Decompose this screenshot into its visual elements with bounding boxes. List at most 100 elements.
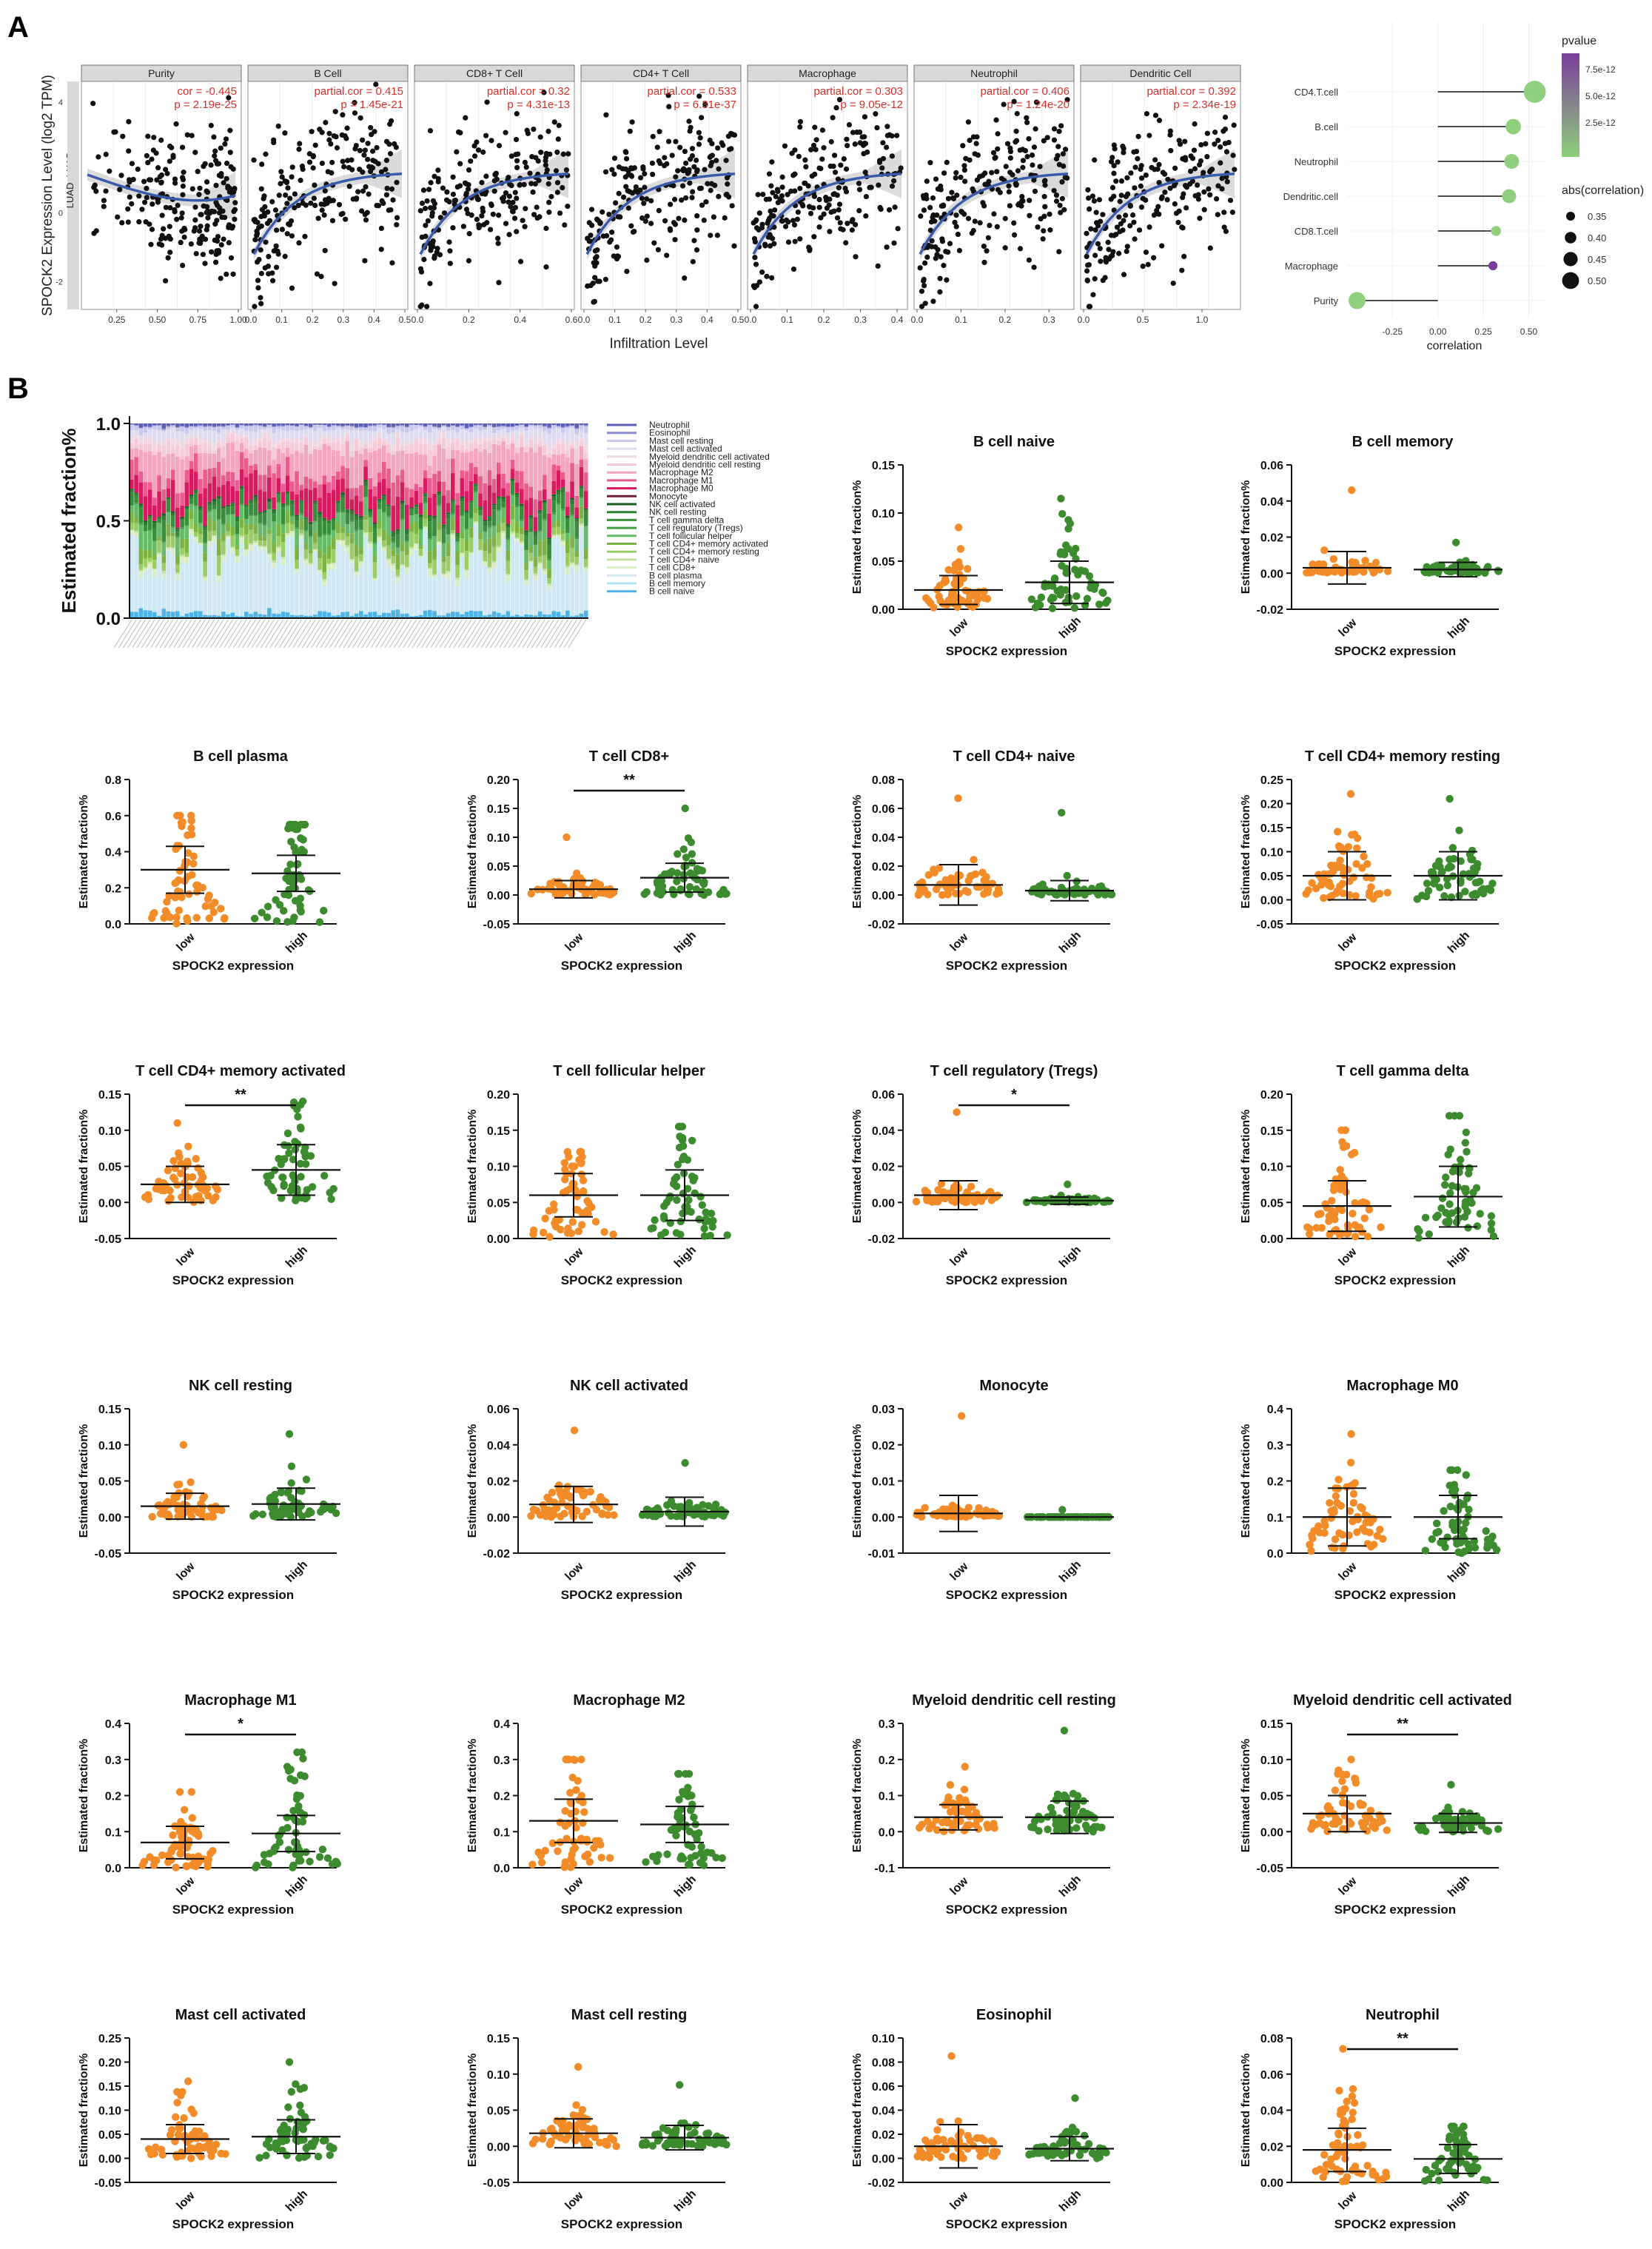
timer-point (836, 207, 842, 213)
dot-y-tick: 0.15 (487, 803, 510, 816)
stacked-bar-segment (432, 519, 437, 537)
stacked-bar-segment (134, 531, 138, 533)
timer-point (494, 235, 501, 241)
stacked-bar-segment (147, 518, 152, 530)
stacked-bar-segment (363, 480, 368, 482)
stacked-bar-segment (395, 426, 400, 429)
stacked-bar-segment (253, 543, 258, 546)
stacked-bar-segment (491, 443, 497, 479)
stacked-bar-segment (303, 558, 309, 560)
timer-point (935, 247, 941, 252)
stacked-bar-segment (556, 534, 561, 535)
stacked-bar-segment (382, 425, 386, 430)
dot-point-high (250, 914, 259, 922)
timer-point (512, 204, 519, 210)
stacked-bar-segment (262, 524, 267, 526)
stacked-bar-segment (409, 532, 414, 547)
stacked-bar-segment (359, 566, 363, 611)
stacked-sample-label (503, 619, 523, 648)
stacked-bar-segment (382, 495, 386, 497)
timer-point (862, 140, 867, 147)
stacked-bar-segment (547, 583, 551, 586)
timer-point (389, 260, 395, 266)
timer-point (1033, 99, 1040, 105)
stacked-bar-segment (460, 498, 465, 501)
stacked-bar-segment (460, 553, 465, 557)
stacked-bar-segment (414, 440, 419, 452)
stacked-bar-segment (281, 557, 286, 559)
stacked-bar-segment (579, 466, 584, 486)
stacked-bar-segment (262, 447, 267, 475)
stacked-bar-segment (386, 423, 391, 427)
timer-point (624, 269, 630, 275)
stacked-bar-segment (400, 432, 405, 443)
timer-x-tick: 1.00 (229, 315, 247, 325)
stacked-bar-segment (428, 424, 432, 426)
timer-point (771, 241, 777, 247)
timer-point (702, 101, 708, 107)
stacked-bar-segment (446, 426, 451, 428)
stacked-bar-segment (574, 428, 580, 429)
stacked-bar-segment (157, 540, 161, 553)
stacked-bar-segment (455, 532, 460, 534)
timer-point (1136, 227, 1143, 233)
timer-point (1189, 178, 1195, 184)
stacked-bar-segment (455, 505, 460, 533)
timer-point (838, 162, 844, 168)
timer-point (353, 196, 360, 202)
timer-point (1192, 192, 1198, 199)
dot-point-low (183, 914, 191, 922)
stacked-bar-segment (437, 615, 442, 618)
timer-point (816, 224, 822, 230)
stacked-bar-segment (354, 529, 359, 532)
stacked-bar-segment (258, 426, 263, 430)
stacked-bar-segment (478, 424, 483, 426)
stacked-bar-segment (455, 564, 460, 578)
stacked-bar-segment (574, 517, 580, 519)
timer-point (1227, 198, 1234, 204)
stacked-bar-segment (368, 426, 373, 432)
stacked-sample-label (209, 619, 229, 648)
stacked-bar-segment (446, 556, 451, 572)
stacked-bar-segment (193, 610, 198, 611)
timer-point (269, 198, 275, 205)
stacked-bar-segment (212, 536, 217, 543)
stacked-bar-segment (441, 529, 446, 543)
dot-y-tick: 0.00 (487, 890, 510, 902)
stacked-bar-segment (308, 489, 313, 522)
timer-point (1172, 201, 1178, 207)
stacked-bar-segment (574, 552, 580, 557)
timer-point (197, 185, 203, 191)
stacked-bar-segment (506, 443, 511, 449)
dot-y-tick: 0.10 (1260, 847, 1283, 859)
timer-point (509, 208, 516, 215)
stacked-bar-segment (437, 541, 442, 543)
timer-strip-label: Macrophage (799, 67, 856, 79)
stacked-bar-segment (560, 426, 565, 428)
stacked-bar-segment (189, 438, 194, 447)
timer-point (1188, 168, 1194, 174)
timer-point (826, 202, 832, 208)
stacked-bar-segment (239, 487, 244, 490)
timer-point (1143, 172, 1149, 178)
stacked-bar-segment (497, 546, 501, 549)
stacked-bar-segment (134, 438, 138, 449)
dot-point-low (1335, 882, 1344, 891)
stacked-bar-segment (510, 495, 515, 506)
dot-point-high (682, 854, 691, 862)
timer-point (585, 283, 591, 289)
stacked-bar-segment (510, 505, 515, 520)
timer-point (205, 208, 211, 214)
stacked-bar-segment (537, 510, 543, 512)
dot-point-low (1320, 894, 1328, 902)
stacked-bar-segment (446, 572, 451, 580)
dot-point-low (924, 871, 933, 879)
stacked-bar-segment (152, 426, 157, 430)
dot-point-low (980, 594, 988, 602)
stacked-bar-segment (359, 520, 363, 530)
timer-point (843, 166, 850, 172)
stacked-bar-segment (313, 487, 318, 501)
stacked-bar-segment (226, 522, 230, 532)
timer-point (929, 238, 935, 244)
